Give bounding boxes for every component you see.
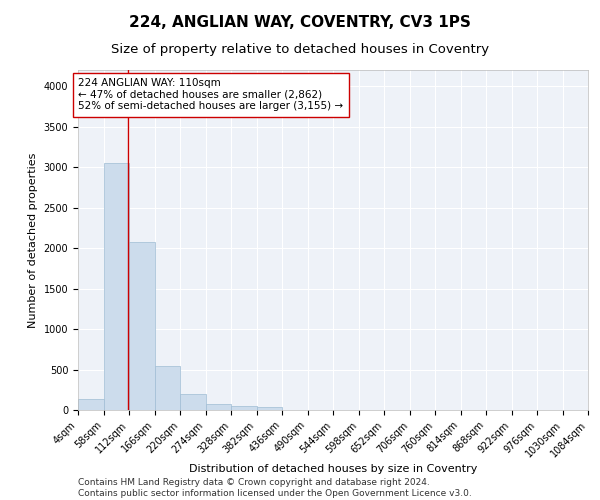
X-axis label: Distribution of detached houses by size in Coventry: Distribution of detached houses by size … <box>189 464 477 474</box>
Text: 224 ANGLIAN WAY: 110sqm
← 47% of detached houses are smaller (2,862)
52% of semi: 224 ANGLIAN WAY: 110sqm ← 47% of detache… <box>79 78 344 112</box>
Bar <box>155 366 180 410</box>
Bar <box>78 400 104 410</box>
Bar <box>231 406 257 410</box>
Text: 224, ANGLIAN WAY, COVENTRY, CV3 1PS: 224, ANGLIAN WAY, COVENTRY, CV3 1PS <box>129 15 471 30</box>
Bar <box>206 404 231 410</box>
Bar <box>257 407 282 410</box>
Y-axis label: Number of detached properties: Number of detached properties <box>28 152 38 328</box>
Bar <box>180 394 205 410</box>
Bar <box>129 242 155 410</box>
Text: Contains HM Land Registry data © Crown copyright and database right 2024.
Contai: Contains HM Land Registry data © Crown c… <box>78 478 472 498</box>
Text: Size of property relative to detached houses in Coventry: Size of property relative to detached ho… <box>111 42 489 56</box>
Bar <box>104 163 129 410</box>
